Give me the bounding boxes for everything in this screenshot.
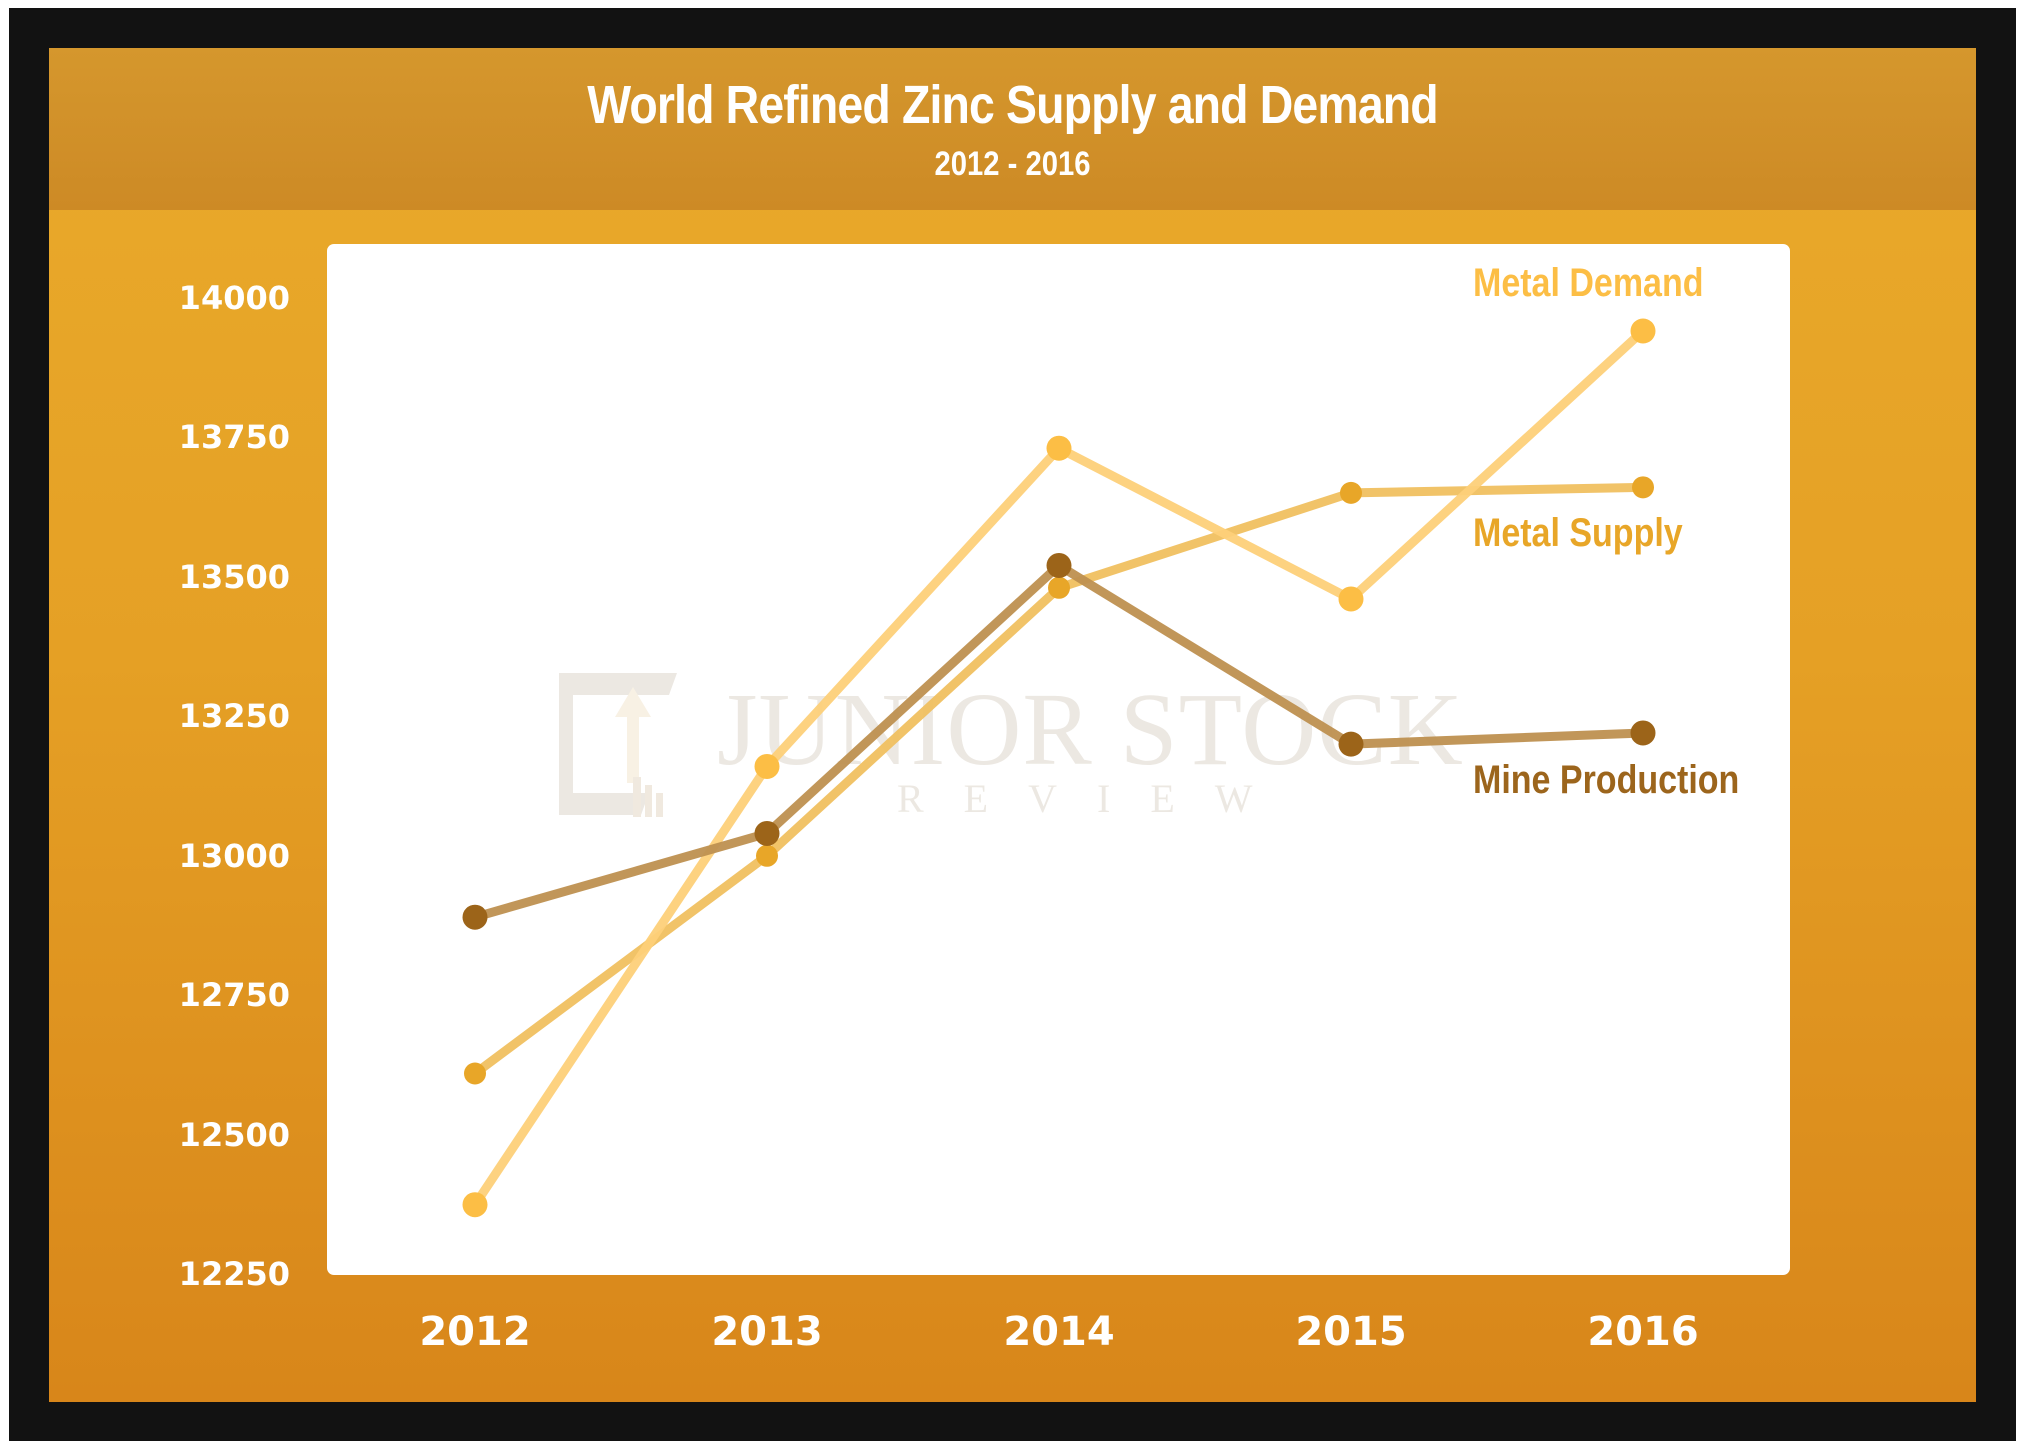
watermark-sub: REVIEW <box>897 776 1293 821</box>
y-tick-label: 13000 <box>178 836 290 875</box>
chart-header: World Refined Zinc Supply and Demand 201… <box>49 48 1976 210</box>
chart-subtitle: 2012 - 2016 <box>934 145 1091 183</box>
y-tick-label: 13250 <box>178 697 290 736</box>
chart-title: World Refined Zinc Supply and Demand <box>587 75 1438 135</box>
x-tick-label: 2013 <box>711 1309 823 1355</box>
y-tick-label: 12250 <box>178 1255 290 1294</box>
watermark-brand: JUNIOR STOCK <box>717 672 1464 787</box>
series-label-metal-demand: Metal Demand <box>1473 261 1704 305</box>
x-tick-label: 2016 <box>1587 1309 1699 1355</box>
series-label-metal-supply: Metal Supply <box>1473 511 1683 555</box>
y-tick-label: 12500 <box>178 1115 290 1154</box>
x-tick-label: 2012 <box>419 1309 531 1355</box>
series-label-mine-production: Mine Production <box>1473 758 1740 802</box>
x-tick-label: 2015 <box>1295 1309 1407 1355</box>
x-tick-label: 2014 <box>1003 1309 1115 1355</box>
y-tick-label: 12750 <box>178 976 290 1015</box>
watermark-logo-icon <box>559 673 677 817</box>
y-tick-label: 13750 <box>178 418 290 457</box>
y-tick-label: 14000 <box>178 278 290 317</box>
y-tick-label: 13500 <box>178 557 290 596</box>
watermark: JUNIOR STOCK REVIEW <box>549 665 1469 825</box>
